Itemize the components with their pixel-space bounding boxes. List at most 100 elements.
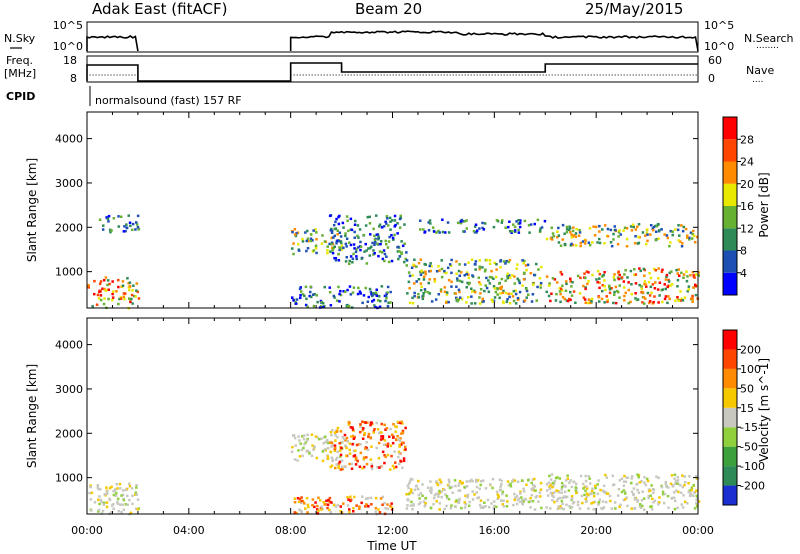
power-cell (485, 286, 489, 290)
velocity-cell (513, 498, 516, 501)
velocity-cell (130, 487, 134, 490)
velocity-cell (302, 446, 305, 450)
power-cell (112, 290, 115, 293)
velocity-cell (491, 486, 494, 490)
power-cell (513, 225, 517, 229)
nave-tick-bottom: 0 (708, 72, 715, 85)
power-cell (371, 294, 374, 297)
velocity-cell (370, 445, 373, 448)
power-cell (433, 280, 437, 283)
velocity-cell (404, 448, 407, 451)
power-cell (640, 291, 643, 294)
power-cell (613, 225, 616, 228)
power-cell (359, 245, 363, 248)
power-cell (365, 262, 369, 265)
velocity-cell (384, 428, 387, 431)
velocity-cell (537, 500, 540, 503)
power-cell (294, 301, 297, 304)
power-cell (329, 250, 332, 253)
power-cell (372, 292, 375, 295)
velocity-cell (676, 506, 679, 510)
power-cell (295, 302, 298, 305)
velocity-cell (692, 494, 695, 498)
velocity-cell (375, 446, 378, 450)
power-cell (530, 300, 534, 303)
velocity-cell (637, 475, 640, 479)
velocity-cell (643, 481, 646, 484)
power-cell (601, 289, 604, 293)
power-cell (447, 278, 451, 282)
velocity-cell (448, 486, 452, 490)
power-cell (356, 234, 359, 238)
power-cell (654, 281, 657, 284)
colorbar-tick-label: 24 (740, 156, 754, 169)
velocity-cell (294, 444, 297, 447)
power-cell (305, 239, 308, 243)
velocity-cell (493, 504, 496, 508)
velocity-cell (359, 443, 362, 446)
power-cell (296, 231, 300, 234)
velocity-cell (534, 489, 537, 492)
power-cell (377, 236, 380, 240)
velocity-cell (361, 495, 364, 498)
power-cell (330, 242, 333, 246)
velocity-cell (304, 441, 307, 444)
power-cell (411, 274, 415, 277)
power-cell (426, 291, 430, 294)
velocity-cell (589, 492, 592, 496)
power-cell (640, 287, 644, 291)
power-cell (511, 295, 515, 298)
velocity-cell (326, 438, 329, 442)
velocity-cell (554, 476, 558, 480)
velocity-cell (539, 495, 542, 498)
power-cell (495, 268, 498, 271)
power-cell (685, 279, 689, 283)
power-cell (556, 235, 559, 239)
nsky-strip: N.Sky 10^5 10^0 10^5 10^0 N.Search .....… (4, 19, 794, 53)
velocity-cell (369, 423, 372, 427)
velocity-cell (381, 437, 385, 440)
power-cell (385, 215, 389, 218)
nsky-label: N.Sky (4, 32, 36, 45)
velocity-cell (350, 467, 354, 470)
velocity-cell (533, 489, 536, 492)
time-tick-label: 12:00 (377, 524, 409, 537)
velocity-cell (647, 494, 650, 498)
velocity-cell (338, 460, 342, 464)
power-cell (320, 301, 324, 304)
power-cell (508, 229, 512, 233)
power-cell (463, 220, 466, 223)
velocity-cell (347, 498, 350, 501)
power-cell (378, 225, 381, 228)
velocity-cell (560, 491, 563, 494)
velocity-cell (662, 501, 666, 505)
power-cell (431, 226, 435, 229)
velocity-cell (657, 476, 660, 480)
velocity-cell (479, 499, 483, 502)
power-cell (649, 285, 653, 289)
power-cell (435, 270, 439, 273)
power-cell (595, 225, 598, 229)
power-cell (479, 283, 482, 286)
colorbar-tick-label: -15 (740, 421, 758, 434)
power-cell (427, 229, 431, 232)
velocity-cell (370, 421, 373, 424)
velocity-cell (343, 465, 347, 469)
velocity-cell (622, 480, 626, 483)
power-cell (328, 242, 331, 246)
power-cell (368, 246, 372, 250)
power-cell (479, 292, 482, 295)
velocity-cell (499, 485, 502, 488)
power-cell (569, 244, 573, 247)
power-cell (668, 271, 671, 275)
power-cell (97, 297, 101, 300)
beam-title: Beam 20 (355, 0, 422, 18)
power-cell (338, 248, 341, 252)
velocity-cell (655, 475, 658, 478)
power-cell (345, 245, 348, 248)
power-cells (87, 214, 700, 310)
power-cell (592, 225, 595, 228)
velocity-cell (545, 506, 548, 509)
